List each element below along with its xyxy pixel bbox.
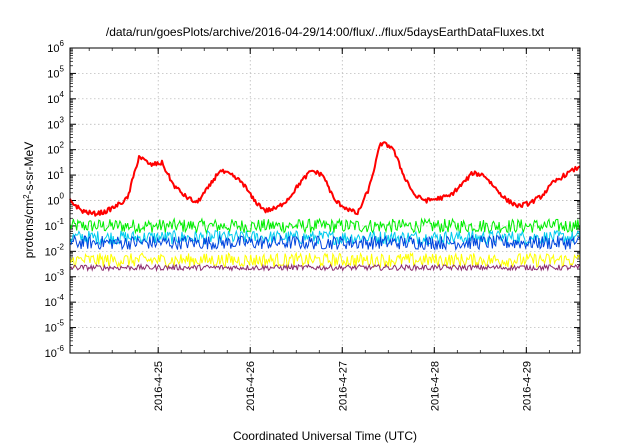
y-tick-label: 10-2 <box>45 242 65 258</box>
y-tick-exponent: -5 <box>57 319 65 328</box>
x-tick-label: 2016-4-25 <box>153 361 165 411</box>
y-tick-label: 105 <box>47 64 64 80</box>
x-tick-label: 2016-4-28 <box>429 361 441 411</box>
y-axis-label: protons/cm2-s-sr-MeV <box>22 142 37 258</box>
y-tick-exponent: 2 <box>60 141 65 150</box>
y-tick-base: 10 <box>47 43 59 55</box>
y-axis-label-base: protons/cm <box>22 199 36 258</box>
y-tick-base: 10 <box>45 297 57 309</box>
y-tick-exponent: 0 <box>60 192 65 201</box>
y-tick-base: 10 <box>45 221 57 233</box>
y-tick-label: 10-4 <box>45 293 65 309</box>
y-tick-exponent: -2 <box>57 242 65 251</box>
flux-series-line <box>69 234 581 252</box>
y-tick-exponent: -3 <box>57 268 65 277</box>
y-tick-base: 10 <box>47 68 59 80</box>
y-tick-base: 10 <box>47 170 59 182</box>
y-tick-base: 10 <box>45 323 57 335</box>
y-tick-label: 102 <box>47 141 64 157</box>
y-tick-exponent: 5 <box>60 64 65 73</box>
y-tick-label: 10-6 <box>45 344 65 360</box>
y-tick-label: 10-1 <box>45 217 65 233</box>
plot-frame <box>69 47 581 354</box>
y-tick-base: 10 <box>47 94 59 106</box>
flux-series-line <box>69 141 581 217</box>
y-tick-base: 10 <box>45 246 57 258</box>
flux-series-line <box>69 217 581 235</box>
y-tick-label: 101 <box>47 166 64 182</box>
y-tick-exponent: 6 <box>60 39 65 48</box>
y-tick-label: 103 <box>47 115 64 131</box>
y-tick-base: 10 <box>47 119 59 131</box>
y-tick-base: 10 <box>45 272 57 284</box>
x-tick-label: 2016-4-27 <box>337 361 349 411</box>
y-tick-labels: 10-610-510-410-310-210-11001011021031041… <box>45 39 65 360</box>
x-tick-label: 2016-4-26 <box>245 361 257 411</box>
flux-series-line <box>69 229 581 246</box>
y-tick-exponent: -1 <box>57 217 65 226</box>
y-tick-exponent: 1 <box>60 166 65 175</box>
x-tick-labels: 2016-4-25 2016-4-26 2016-4-27 2016-4-28 2016… <box>153 361 533 411</box>
y-tick-base: 10 <box>45 348 57 360</box>
flux-series-line <box>69 263 581 273</box>
x-axis-label: Coordinated Universal Time (UTC) <box>233 429 417 443</box>
x-tick-label: 2016-4-29 <box>521 361 533 411</box>
y-tick-base: 10 <box>47 145 59 157</box>
chart-title: /data/run/goesPlots/archive/2016-04-29/1… <box>106 25 545 39</box>
y-tick-label: 10-5 <box>45 319 65 335</box>
y-tick-label: 10-3 <box>45 268 65 284</box>
y-tick-base: 10 <box>47 196 59 208</box>
y-tick-exponent: 4 <box>60 90 65 99</box>
y-tick-label: 106 <box>47 39 64 55</box>
y-tick-exponent: 3 <box>60 115 65 124</box>
y-axis-label-sup: 2 <box>22 194 31 199</box>
y-tick-exponent: -4 <box>57 293 65 302</box>
y-tick-label: 100 <box>47 192 64 208</box>
series-lines <box>69 141 581 273</box>
grid-lines <box>70 48 580 353</box>
flux-series-line <box>69 251 581 269</box>
y-tick-exponent: -6 <box>57 344 65 353</box>
y-axis-label-rest: -s-sr-MeV <box>22 142 36 195</box>
y-tick-label: 104 <box>47 90 64 106</box>
